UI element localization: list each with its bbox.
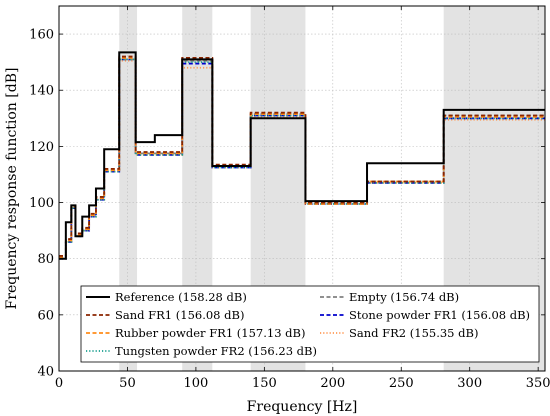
x-tick-label: 250: [389, 376, 414, 391]
y-tick-label: 120: [29, 140, 54, 155]
legend-entry-label: Stone powder FR1 (156.08 dB): [349, 308, 530, 322]
x-tick-label: 0: [55, 376, 63, 391]
series-line: [59, 51, 545, 260]
legend-entry-label: Sand FR2 (155.35 dB): [349, 326, 478, 340]
y-tick-label: 160: [29, 28, 54, 43]
series-lines: [59, 51, 545, 260]
x-axis-ticks: 0 50 100 150 200 250 300 350: [55, 6, 550, 391]
y-tick-label: 100: [29, 196, 54, 211]
x-tick-label: 200: [320, 376, 345, 391]
legend: Reference (158.28 dB) Sand FR1 (156.08 dB…: [80, 285, 540, 363]
y-tick-label: 140: [29, 84, 54, 99]
plot-frame: [58, 5, 546, 372]
shaded-band-1: [119, 6, 138, 371]
x-tick-label: 350: [526, 376, 550, 391]
legend-entry-label: Reference (158.28 dB): [115, 290, 247, 304]
y-tick-label: 40: [37, 365, 54, 380]
legend-entry-label: Rubber powder FR1 (157.13 dB): [115, 326, 306, 340]
y-tick-label: 60: [37, 308, 54, 323]
x-tick-label: 50: [119, 376, 136, 391]
legend-entry-label: Sand FR1 (156.08 dB): [115, 308, 244, 322]
x-tick-label: 150: [252, 376, 277, 391]
legend-entry-label: Empty (156.74 dB): [349, 290, 459, 304]
x-axis-label: Frequency [Hz]: [247, 399, 358, 415]
x-tick-label: 100: [183, 376, 208, 391]
y-axis-label: Frequency response function [dB]: [4, 68, 20, 310]
x-tick-label: 300: [457, 376, 482, 391]
legend-box: [80, 285, 540, 363]
legend-entry-label: Tungsten powder FR2 (156.23 dB): [115, 344, 317, 358]
y-tick-label: 80: [37, 252, 54, 267]
y-axis-ticks: 40 60 80 100 120 140 160: [29, 28, 545, 380]
